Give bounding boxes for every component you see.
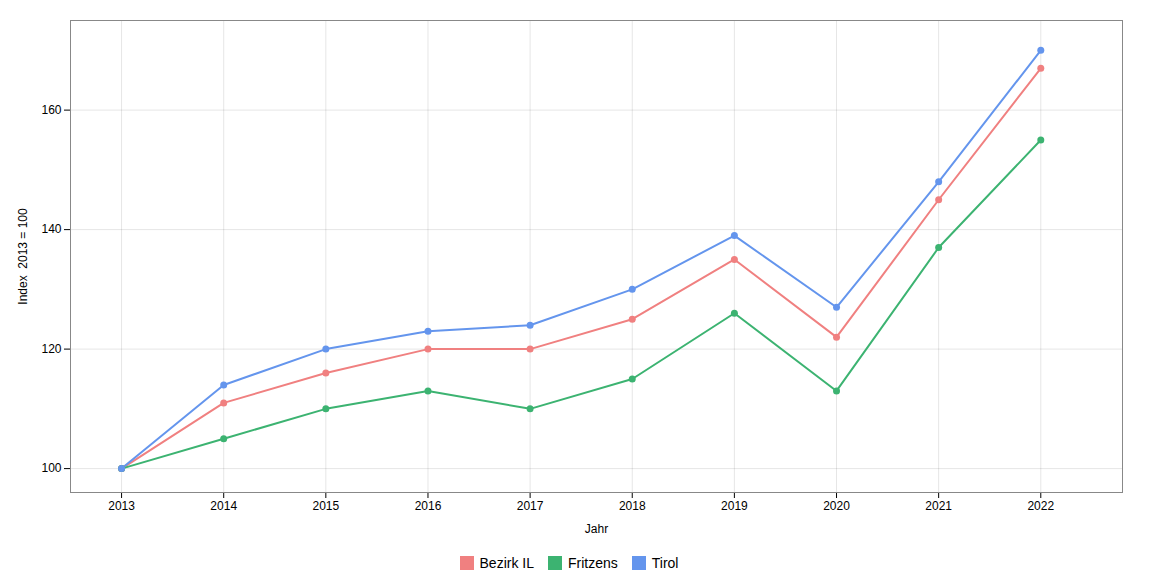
svg-text:2020: 2020	[823, 499, 850, 513]
svg-text:120: 120	[41, 342, 61, 356]
svg-text:Index 2013 = 100: Index 2013 = 100	[16, 208, 30, 305]
svg-text:2019: 2019	[721, 499, 748, 513]
svg-text:Jahr: Jahr	[585, 522, 608, 536]
svg-text:2014: 2014	[210, 499, 237, 513]
svg-text:2016: 2016	[415, 499, 442, 513]
svg-text:2021: 2021	[925, 499, 952, 513]
svg-text:2018: 2018	[619, 499, 646, 513]
html-text:Fritzens: Fritzens	[568, 554, 618, 571]
svg-text:2017: 2017	[517, 499, 544, 513]
html-text:Bezirk IL: Bezirk IL	[479, 554, 534, 571]
svg-text:2015: 2015	[312, 499, 339, 513]
svg-text:2022: 2022	[1027, 499, 1054, 513]
svg-text:100: 100	[41, 461, 61, 475]
html-text:Tirol: Tirol	[651, 554, 679, 571]
svg-text:2013: 2013	[108, 499, 135, 513]
svg-text:160: 160	[41, 103, 61, 117]
svg-text:140: 140	[41, 222, 61, 236]
